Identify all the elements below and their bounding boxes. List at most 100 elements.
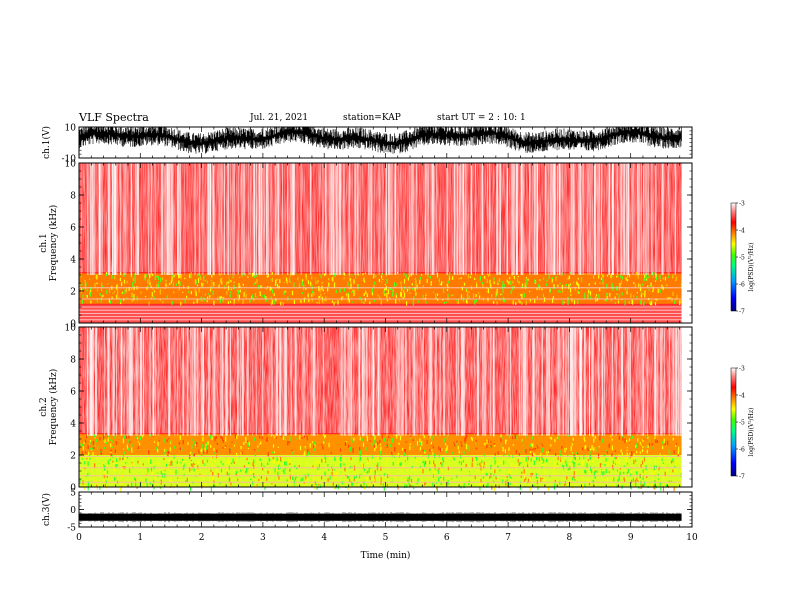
band-speckle — [486, 291, 488, 293]
band-speckle — [404, 484, 406, 489]
band-speckle — [284, 436, 286, 441]
band-speckle — [646, 475, 648, 479]
band-speckle — [410, 484, 412, 488]
band-speckle — [606, 295, 608, 300]
band-speckle — [206, 442, 208, 447]
band-speckle — [96, 484, 98, 487]
band-speckle — [452, 294, 454, 296]
band-speckle — [537, 485, 539, 490]
band-speckle — [238, 283, 240, 288]
band-speckle — [222, 463, 224, 466]
band-speckle — [500, 434, 502, 438]
band-speckle — [640, 480, 642, 485]
band-speckle — [196, 442, 198, 447]
band-speckle — [530, 472, 532, 478]
band-speckle — [642, 283, 644, 286]
band-speckle — [535, 448, 537, 450]
band-speckle — [574, 462, 576, 464]
band-speckle — [449, 272, 451, 275]
band-speckle — [348, 287, 350, 290]
band-speckle — [164, 467, 166, 471]
band-speckle — [359, 447, 361, 451]
band-speckle — [496, 288, 498, 294]
band-speckle — [172, 486, 174, 489]
band-speckle — [210, 279, 213, 282]
band-speckle — [175, 283, 177, 286]
band-speckle — [316, 281, 318, 284]
band-speckle — [639, 451, 641, 454]
band-speckle — [665, 464, 667, 469]
band-speckle — [648, 439, 651, 442]
band-speckle — [301, 292, 303, 295]
band-speckle — [660, 486, 662, 491]
band-speckle — [154, 477, 156, 482]
band-speckle — [399, 299, 401, 302]
band-speckle — [99, 486, 101, 490]
band-speckle — [424, 299, 426, 301]
band-speckle — [489, 446, 491, 448]
band-speckle — [200, 277, 202, 280]
band-speckle — [164, 454, 167, 457]
band-speckle — [564, 448, 567, 450]
band-speckle — [676, 294, 678, 299]
band-speckle — [468, 448, 470, 452]
band-speckle — [517, 276, 519, 278]
band-speckle — [525, 279, 527, 282]
band-speckle — [163, 457, 165, 461]
band-speckle — [126, 280, 128, 284]
band-speckle — [149, 281, 151, 286]
band-speckle — [125, 462, 127, 464]
band-speckle — [227, 301, 229, 304]
band-speckle — [578, 284, 580, 289]
band-speckle — [93, 447, 95, 449]
band-speckle — [494, 459, 496, 465]
band-speckle — [631, 299, 633, 302]
band-speckle — [140, 291, 142, 294]
band-speckle — [192, 482, 194, 484]
band-speckle — [409, 475, 411, 480]
band-speckle — [271, 483, 273, 485]
band-speckle — [199, 449, 201, 452]
band-speckle — [100, 298, 102, 303]
band-speckle — [623, 477, 625, 480]
band-speckle — [616, 293, 618, 295]
y-tick-label: 2 — [70, 288, 76, 298]
band-speckle — [275, 279, 277, 281]
band-speckle — [201, 448, 203, 453]
band-speckle — [120, 271, 122, 276]
band-speckle — [84, 467, 86, 470]
band-speckle — [533, 460, 535, 466]
band-speckle — [588, 289, 590, 291]
band-speckle — [423, 435, 425, 439]
band-speckle — [110, 443, 112, 448]
band-speckle — [257, 445, 259, 448]
colorbar-tick-label: -5 — [739, 255, 745, 262]
band-speckle — [204, 297, 206, 302]
band-speckle — [574, 286, 576, 291]
band-speckle — [640, 300, 642, 304]
band-speckle — [277, 464, 279, 466]
band-speckle — [573, 281, 575, 284]
band-speckle — [679, 300, 681, 304]
band-speckle — [438, 446, 440, 450]
band-speckle — [500, 443, 503, 448]
band-speckle — [219, 297, 221, 300]
band-speckle — [611, 463, 613, 465]
band-speckle — [521, 469, 523, 472]
band-speckle — [313, 292, 315, 296]
band-speckle — [193, 453, 195, 457]
band-speckle — [135, 436, 138, 439]
band-speckle — [627, 468, 629, 473]
band-speckle — [307, 294, 309, 298]
band-speckle — [164, 469, 166, 471]
band-speckle — [634, 284, 636, 288]
band-speckle — [114, 275, 116, 280]
band-speckle — [505, 480, 507, 486]
band-speckle — [370, 469, 372, 474]
band-speckle — [644, 294, 646, 298]
band-speckle — [412, 287, 414, 290]
band-speckle — [582, 447, 584, 451]
band-speckle — [123, 279, 126, 284]
band-speckle — [610, 435, 612, 437]
band-speckle — [565, 460, 567, 464]
